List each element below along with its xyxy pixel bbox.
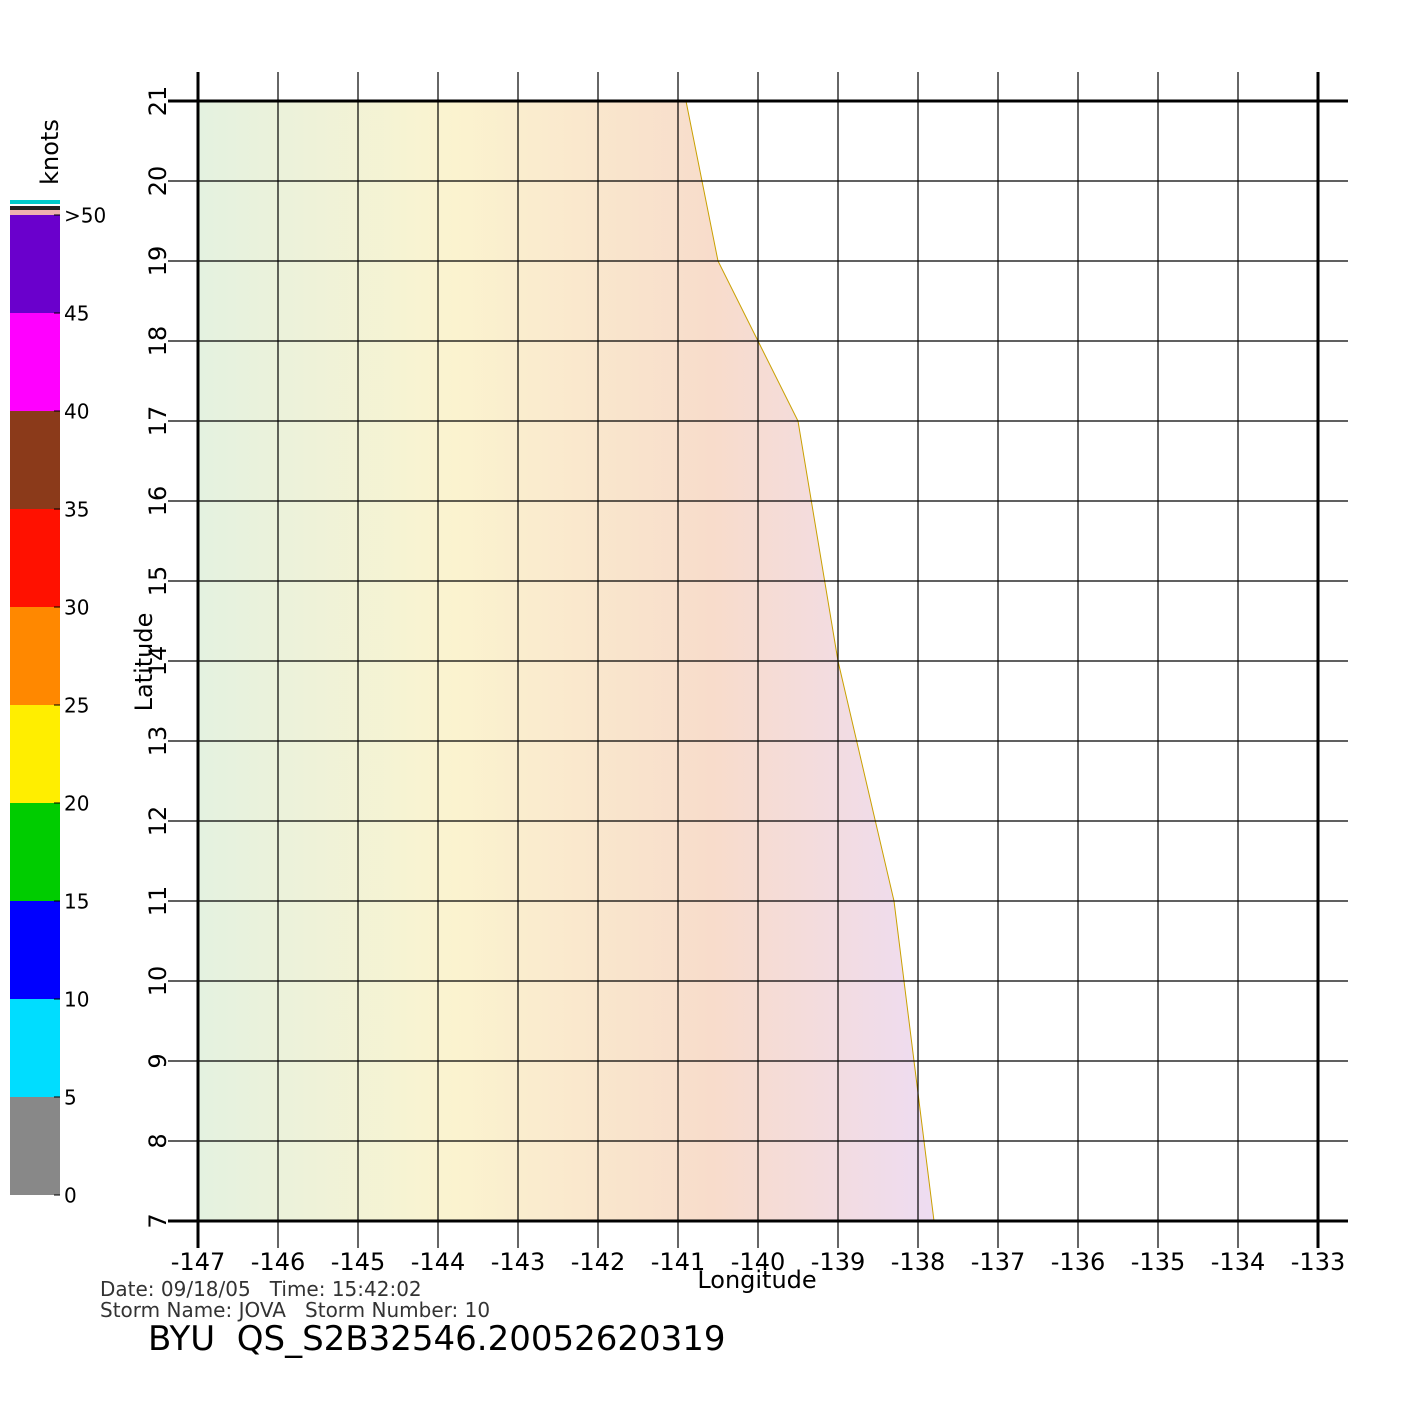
colorbar-cap (10, 200, 60, 204)
colorbar-segment (10, 705, 60, 803)
y-tick-label: 13 (144, 726, 172, 757)
y-tick-label: 20 (144, 166, 172, 197)
y-tick-label: 21 (144, 86, 172, 117)
annotation: BYU QS_S2B32546.20052620319 (148, 1319, 726, 1359)
x-tick-label: -133 (1291, 1248, 1345, 1276)
colorbar-tick-label: >50 (64, 204, 106, 228)
x-tick-label: -135 (1131, 1248, 1185, 1276)
colorbar-segment (10, 215, 60, 313)
y-tick-label: 9 (144, 1053, 172, 1068)
y-tick-label: 7 (144, 1213, 172, 1228)
colorbar-tick-label: 20 (64, 792, 89, 816)
colorbar-segment (10, 901, 60, 999)
colorbar-segment (10, 411, 60, 509)
colorbar-segment (10, 999, 60, 1097)
colorbar-tick-label: 45 (64, 302, 89, 326)
y-tick-label: 8 (144, 1133, 172, 1148)
colorbar-tick-label: 5 (64, 1086, 77, 1110)
y-tick-label: 10 (144, 966, 172, 997)
x-tick-label: -147 (171, 1248, 225, 1276)
x-tick-label: -138 (891, 1248, 945, 1276)
colorbar-tick-label: 35 (64, 498, 89, 522)
annotation: Date: 09/18/05 Time: 15:42:02 (100, 1277, 422, 1301)
colorbar-label: knots (36, 119, 64, 185)
x-tick-label: -134 (1211, 1248, 1265, 1276)
colorbar-segment (10, 509, 60, 607)
colorbar-segment (10, 313, 60, 411)
x-tick-label: -145 (331, 1248, 385, 1276)
x-tick-label: -141 (651, 1248, 705, 1276)
annotation: Storm Name: JOVA Storm Number: 10 (100, 1298, 490, 1322)
colorbar-tick-label: 15 (64, 890, 89, 914)
x-tick-label: -146 (251, 1248, 305, 1276)
colorbar-tick-label: 10 (64, 988, 89, 1012)
y-tick-label: 15 (144, 566, 172, 597)
x-tick-label: -142 (571, 1248, 625, 1276)
y-tick-label: 12 (144, 806, 172, 837)
y-tick-label: 19 (144, 246, 172, 277)
y-tick-label: 16 (144, 486, 172, 517)
colorbar-cap (10, 206, 60, 210)
y-tick-label: 18 (144, 326, 172, 357)
colorbar-segment (10, 803, 60, 901)
colorbar-tick-label: 30 (64, 596, 89, 620)
x-tick-label: -139 (811, 1248, 865, 1276)
x-tick-label: -137 (971, 1248, 1025, 1276)
y-tick-label: 17 (144, 406, 172, 437)
x-tick-label: -140 (731, 1248, 785, 1276)
y-tick-label: 11 (144, 886, 172, 917)
y-axis-label: Latitude (130, 613, 158, 712)
x-axis-label: Longitude (697, 1266, 816, 1294)
x-tick-label: -136 (1051, 1248, 1105, 1276)
x-tick-label: -143 (491, 1248, 545, 1276)
x-tick-label: -144 (411, 1248, 465, 1276)
y-tick-label: 14 (144, 646, 172, 677)
colorbar-tick-label: 25 (64, 694, 89, 718)
colorbar-segment (10, 607, 60, 705)
colorbar-tick-label: 0 (64, 1184, 77, 1208)
colorbar-cap (10, 210, 60, 215)
colorbar-tick-label: 40 (64, 400, 89, 424)
colorbar-segment (10, 1097, 60, 1195)
